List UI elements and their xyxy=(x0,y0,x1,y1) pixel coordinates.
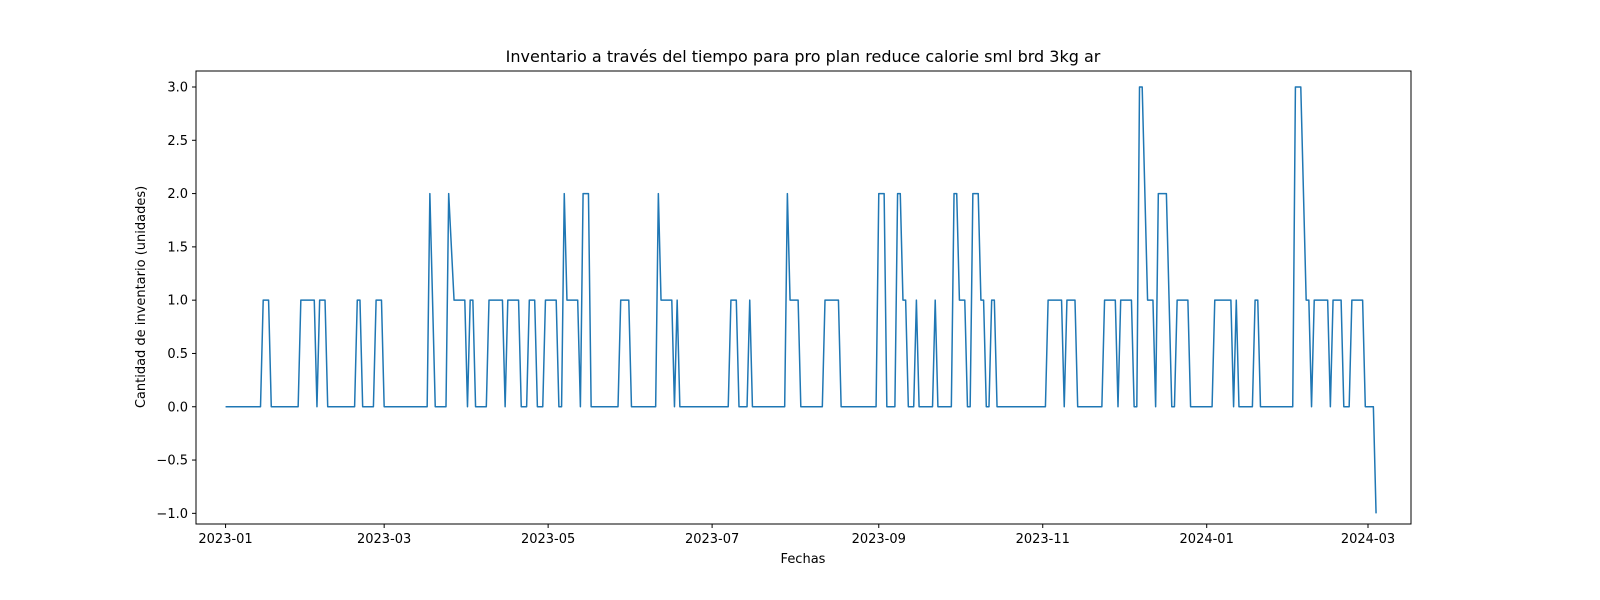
y-axis: −1.0 −0.5 0.0 0.5 1.0 1.5 2.0 2.5 3.0 xyxy=(156,80,196,522)
y-tick-label: 3.0 xyxy=(167,80,188,95)
y-tick-label: −0.5 xyxy=(156,454,188,469)
x-tick-label: 2023-01 xyxy=(198,532,252,547)
plot-frame xyxy=(195,70,1412,525)
x-tick-label: 2024-03 xyxy=(1341,532,1395,547)
y-tick-label: 1.5 xyxy=(167,240,188,255)
y-tick-label: 1.0 xyxy=(167,294,188,309)
x-tick-label: 2023-05 xyxy=(521,532,575,547)
y-tick-label: 0.5 xyxy=(167,347,188,362)
x-tick-label: 2023-11 xyxy=(1016,532,1070,547)
chart-title: Inventario a través del tiempo para pro … xyxy=(506,47,1101,66)
x-tick-label: 2023-03 xyxy=(357,532,411,547)
x-tick-label: 2024-01 xyxy=(1180,532,1234,547)
series-layer xyxy=(225,86,1377,514)
y-tick-label: 2.0 xyxy=(167,187,188,202)
series-line xyxy=(225,86,1377,514)
x-tick-label: 2023-07 xyxy=(685,532,739,547)
x-axis-label: Fechas xyxy=(781,552,826,567)
y-tick-label: −1.0 xyxy=(156,507,188,522)
y-axis-label: Cantidad de inventario (unidades) xyxy=(134,186,149,408)
y-tick-label: 2.5 xyxy=(167,134,188,149)
x-tick-label: 2023-09 xyxy=(852,532,906,547)
y-tick-label: 0.0 xyxy=(167,400,188,415)
x-axis: 2023-01 2023-03 2023-05 2023-07 2023-09 2023-… xyxy=(198,524,1395,547)
